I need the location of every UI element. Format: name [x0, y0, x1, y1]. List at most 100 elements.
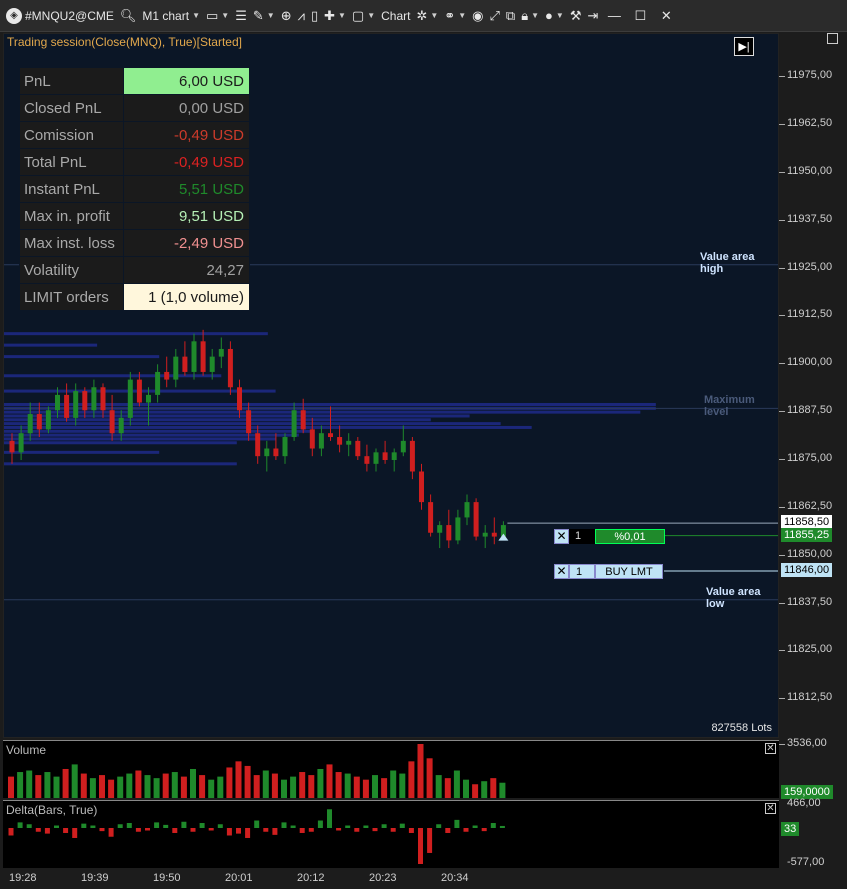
chart-type-dropdown[interactable]: M1 chart ▼ [139, 0, 203, 32]
position-order[interactable]: ✕ 1 %0,01 [554, 528, 665, 544]
volume-bar [290, 776, 297, 798]
minimize-button[interactable]: — [607, 8, 621, 23]
tools-button[interactable]: ✲ ▼ [413, 0, 441, 32]
chevron-down-icon: ▼ [192, 11, 200, 20]
pnl-label: Total PnL [19, 148, 124, 176]
delta-bar [399, 823, 405, 828]
close-delta-pane-button[interactable]: ✕ [765, 803, 776, 814]
volume-bar [372, 775, 378, 798]
symbol-label: #MNQU2@CME [25, 8, 114, 23]
monitor-icon: ▭ [205, 7, 219, 23]
delta-bar [72, 828, 78, 838]
clone-button[interactable]: ⧉ [503, 0, 518, 32]
price-axis-label: 11962,50 [787, 117, 833, 129]
crosshair-button[interactable]: ✚ ▼ [321, 0, 349, 32]
candle-body [446, 525, 452, 541]
candle-body [173, 356, 179, 380]
scroll-to-end-button[interactable]: ▶| [734, 37, 754, 56]
symbol-selector[interactable]: #MNQU2@CME [22, 0, 117, 32]
delta-bar [317, 820, 323, 828]
volume-max-label: 3536,00 [787, 737, 827, 749]
draw-tool-button[interactable]: ✎ ▼ [250, 0, 278, 32]
volume-bar [362, 779, 369, 798]
link-button[interactable]: ⚭ ▼ [441, 0, 469, 32]
volume-profile-bar [4, 355, 160, 359]
time-axis-label: 19:28 [9, 872, 37, 884]
settings-button[interactable]: ⚒ [567, 0, 585, 32]
time-axis-label: 19:50 [153, 872, 181, 884]
price-axis-label: 11812,50 [787, 691, 833, 704]
price-axis-tick [779, 554, 785, 556]
price-chart[interactable]: Trading session(Close(MNQ), True)[Starte… [3, 33, 779, 738]
delta-bar [445, 828, 451, 833]
maximize-button[interactable]: ☐ [634, 7, 647, 23]
fullscreen-button[interactable]: ⤢ [486, 0, 502, 32]
volume-bar [417, 744, 424, 798]
volume-profile-bar [4, 425, 532, 429]
candle-body [55, 394, 60, 411]
delta-min-label: -577,00 [787, 856, 825, 868]
volume-bar [463, 779, 469, 798]
indicators-button[interactable]: ▭ ▼ [203, 0, 232, 32]
axis-settings-icon[interactable] [827, 33, 838, 44]
price-axis-label: 11862,50 [787, 499, 833, 512]
delta-bar [354, 828, 360, 832]
pnl-value: 5,51 USD [123, 175, 250, 203]
price-axis-label: 11925,00 [787, 260, 833, 273]
pin-button[interactable]: ⇥ [584, 0, 601, 32]
volume-bar [8, 776, 14, 798]
candle-body [73, 391, 79, 418]
pnl-row: Total PnL -0,49 USD [19, 148, 250, 176]
delta-bar [327, 809, 332, 828]
delta-bar [44, 828, 50, 834]
close-position-button[interactable]: ✕ [554, 528, 569, 544]
time-axis[interactable]: 19:28 19:39 19:50 20:01 20:12 20:23 20:34 [3, 868, 779, 889]
menu-button[interactable]: ☰ [232, 0, 250, 32]
volume-bar [453, 770, 460, 798]
volume-bar [235, 761, 242, 798]
template-button[interactable]: ▯ [308, 0, 321, 32]
price-axis-tick [779, 315, 785, 317]
volume-current-tag: 159,0000 [781, 785, 833, 799]
close-button[interactable]: ✕ [660, 7, 672, 23]
candle-body [45, 410, 51, 430]
delta-bar [199, 823, 205, 828]
delta-bar [290, 825, 296, 828]
chevron-down-icon: ▼ [367, 11, 376, 20]
lock-button[interactable]: 🔒︎ ▼ [518, 0, 542, 32]
volume-bar [35, 775, 42, 798]
volume-profile-bar [4, 429, 315, 433]
candle-body [182, 356, 188, 372]
session-status: Trading session(Close(MNQ), True)[Starte… [7, 35, 242, 49]
candle-body [309, 429, 315, 449]
delta-bar [117, 824, 123, 828]
delta-bar [436, 824, 442, 828]
volume-bar [281, 779, 287, 798]
volume-pane[interactable]: Volume ✕ [3, 740, 779, 798]
pnl-row: Instant PnL 5,51 USD [19, 175, 250, 203]
candle-body [100, 387, 106, 411]
cancel-order-button[interactable]: ✕ [554, 564, 569, 580]
delta-bar [390, 828, 396, 832]
pnl-value: -2,49 USD [123, 229, 250, 257]
volume-bar [62, 768, 69, 798]
candle-body [227, 348, 233, 388]
line-chart-button[interactable]: ⩘ [295, 0, 308, 32]
zoom-button[interactable]: ⊕ [278, 0, 295, 32]
price-tag: 11855,25 [781, 527, 833, 542]
close-volume-pane-button[interactable]: ✕ [765, 743, 776, 754]
delta-axis: 466,00 33 -577,00 [779, 797, 847, 868]
screenshot-button[interactable]: ◉ [469, 0, 486, 32]
pnl-value: 0,00 USD [123, 94, 250, 122]
windows-button[interactable]: ▢ ▼ [349, 0, 378, 32]
search-button[interactable]: 🔍︎ [117, 0, 140, 32]
color-button[interactable]: ● ▼ [542, 0, 567, 32]
delta-bar [126, 823, 132, 828]
limit-order[interactable]: ✕ 1 BUY LMT [554, 564, 663, 580]
price-axis-tick [779, 76, 785, 78]
volume-bar [435, 775, 442, 798]
delta-pane[interactable]: Delta(Bars, True) ✕ [3, 800, 779, 868]
chart-button[interactable]: Chart [378, 0, 413, 32]
candle-body [300, 410, 306, 430]
delta-bar [99, 828, 105, 832]
